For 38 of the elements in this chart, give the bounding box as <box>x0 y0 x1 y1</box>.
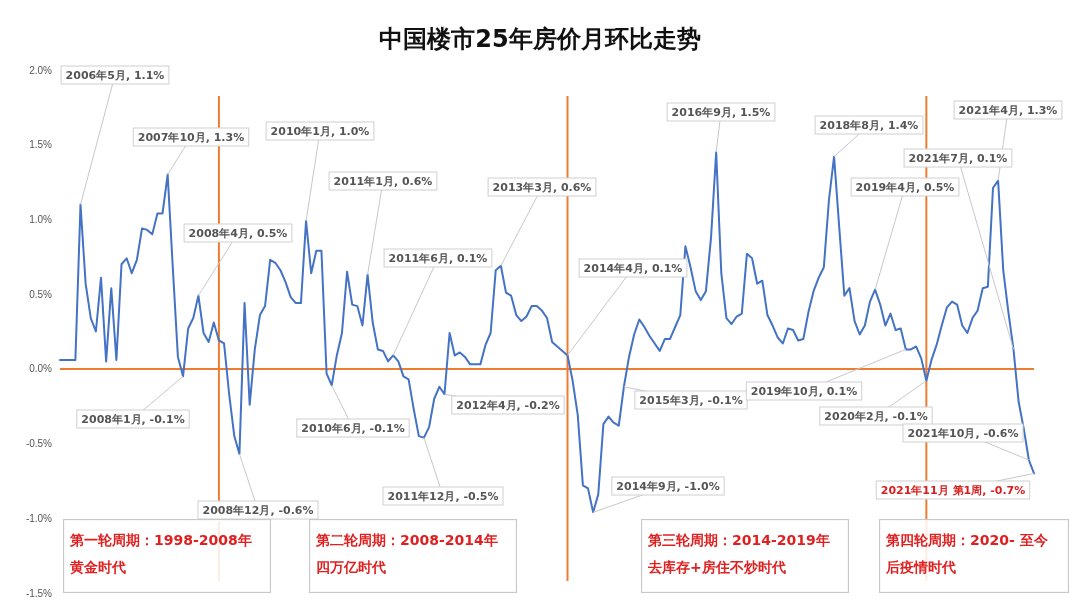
annotation: 2018年8月, 1.4% <box>819 118 919 132</box>
annotation: 2021年11月 第1周, -0.7% <box>880 483 1026 497</box>
annotation: 2015年3月, -0.1% <box>639 393 743 407</box>
annotation: 第四轮周期：2020- 至今后疫情时代 <box>885 531 1049 575</box>
annotation: 2021年10月, -0.6% <box>907 426 1019 440</box>
annotation: 2008年12月, -0.6% <box>202 503 314 517</box>
y-tick-label: 1.0% <box>29 213 53 225</box>
y-tick-label: -1.0% <box>25 512 53 524</box>
annotation: 2013年3月, 0.6% <box>492 180 592 194</box>
y-tick-label: 0.0% <box>29 363 53 375</box>
annotation: 第三轮周期：2014-2019年去库存+房住不炒时代 <box>647 531 830 575</box>
annotation: 2021年4月, 1.3% <box>958 103 1058 117</box>
annotation: 2012年4月, -0.2% <box>456 398 560 412</box>
annotation: 2019年10月, 0.1% <box>750 384 858 398</box>
annotation: 2014年4月, 0.1% <box>583 261 683 275</box>
annotation: 2007年10月, 1.3% <box>137 130 245 144</box>
y-tick-label: 2.0% <box>29 64 53 76</box>
line-series <box>59 151 1035 514</box>
annotation: 2011年6月, 0.1% <box>388 251 488 265</box>
annotation: 2016年9月, 1.5% <box>671 105 771 119</box>
annotation: 2011年12月, -0.5% <box>387 489 499 503</box>
y-tick-label: -0.5% <box>25 438 53 450</box>
annotation: 2008年1月, -0.1% <box>81 412 185 426</box>
annotation: 2008年4月, 0.5% <box>188 226 288 240</box>
y-tick-label: 1.5% <box>29 139 53 151</box>
chart-title: 中国楼市25年房价月环比走势 <box>379 25 701 53</box>
annotation: 2019年4月, 0.5% <box>855 180 955 194</box>
y-tick-label: -1.5% <box>25 587 53 599</box>
annotation: 第二轮周期：2008-2014年四万亿时代 <box>315 531 498 575</box>
annotation: 2011年1月, 0.6% <box>333 174 433 188</box>
annotation: 2020年2月, -0.1% <box>824 409 928 423</box>
annotation: 第一轮周期：1998-2008年黄金时代 <box>69 531 252 575</box>
y-tick-label: 0.5% <box>29 288 53 300</box>
annotation: 2014年9月, -1.0% <box>616 479 720 493</box>
annotation: 2006年5月, 1.1% <box>65 68 165 82</box>
annotation: 2010年1月, 1.0% <box>270 124 370 138</box>
annotation: 2021年7月, 0.1% <box>908 151 1008 165</box>
annotation: 2010年6月, -0.1% <box>301 421 405 435</box>
